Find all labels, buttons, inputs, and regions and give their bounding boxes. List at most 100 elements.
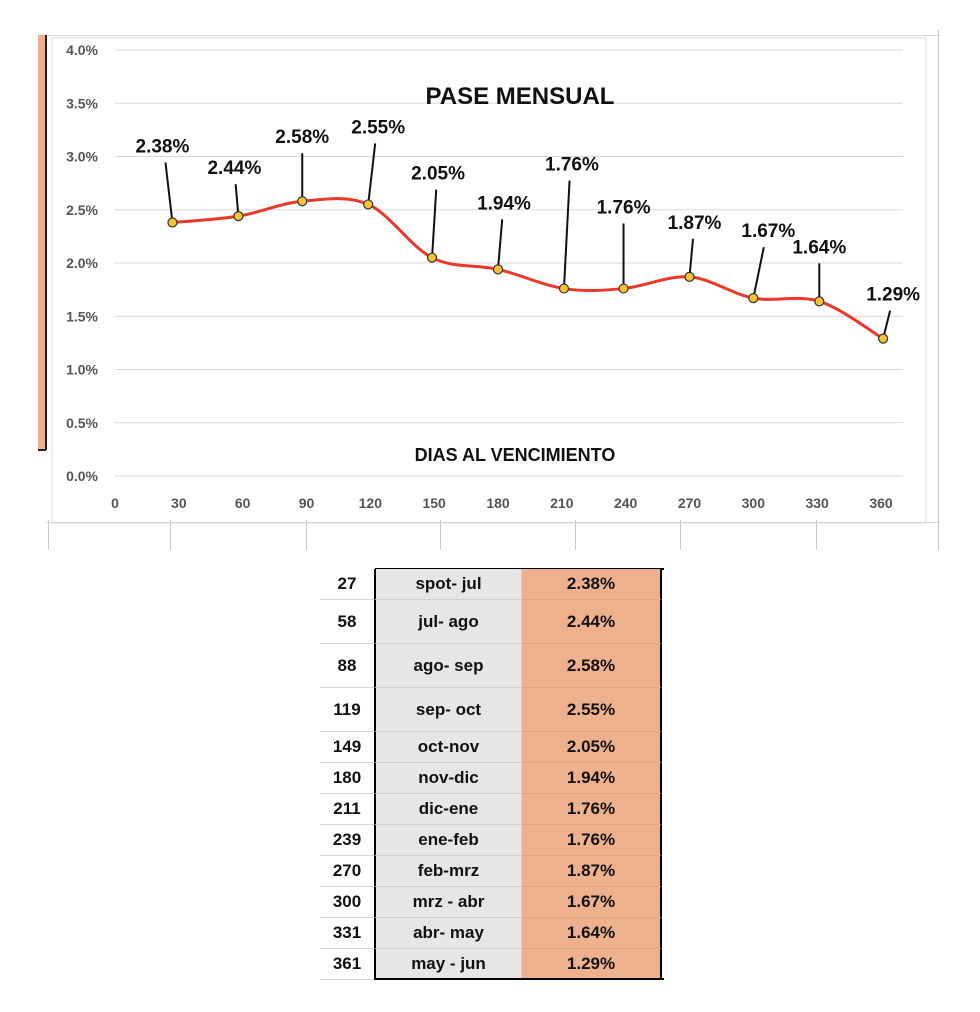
rate-cell: 1.67% <box>521 887 662 918</box>
y-tick-label: 3.0% <box>66 149 98 165</box>
x-tick-label: 150 <box>422 495 446 511</box>
x-tick-label: 270 <box>678 495 702 511</box>
data-label: 1.87% <box>668 213 722 234</box>
sheet-gridline <box>440 520 441 550</box>
data-point <box>748 293 759 304</box>
period-cell: abr- may <box>374 918 521 949</box>
leader-line <box>431 189 438 258</box>
rate-cell: 1.94% <box>521 763 662 794</box>
days-cell: 180 <box>320 763 374 794</box>
data-label-leaders <box>164 143 892 339</box>
data-label: 1.67% <box>741 221 795 242</box>
period-cell: ago- sep <box>374 644 521 688</box>
table-row: 270 feb-mrz 1.87% <box>320 856 664 887</box>
leader-line <box>562 180 571 289</box>
data-labels: 2.38% 2.44% 2.58% 2.55% 2.05% 1.94% 1.76% 1.76%… <box>136 117 921 305</box>
rate-cell: 1.64% <box>521 918 662 949</box>
y-axis-ticks: 0.0% 0.5% 1.0% 1.5% 2.0% 2.5% 3.0% 3.5% 4.0% <box>66 42 98 484</box>
period-cell: feb-mrz <box>374 856 521 887</box>
x-tick-label: 360 <box>869 495 893 511</box>
sheet-gridline <box>938 30 939 550</box>
y-tick-label: 3.5% <box>66 95 98 111</box>
series-line <box>172 197 884 340</box>
data-point <box>814 296 825 307</box>
sheet-gridline <box>306 520 307 550</box>
table-row: 300 mrz - abr 1.67% <box>320 887 664 918</box>
rate-cell: 2.05% <box>521 732 662 763</box>
sheet-gridline <box>48 520 49 550</box>
table-row: 331 abr- may 1.64% <box>320 918 664 949</box>
data-label: 2.38% <box>136 137 190 158</box>
leader-line <box>497 219 504 270</box>
data-point <box>684 271 695 282</box>
period-cell: jul- ago <box>374 600 521 644</box>
rate-cell: 2.55% <box>521 688 662 732</box>
chart-area: 0.0% 0.5% 1.0% 1.5% 2.0% 2.5% 3.0% 3.5% 4.0% 0 30… <box>38 30 940 550</box>
y-tick-label: 0.0% <box>66 468 98 484</box>
data-point <box>426 252 438 263</box>
data-label: 1.94% <box>477 193 531 214</box>
rates-table: 27 spot- jul 2.38% 58 jul- ago 2.44% 88 ago- se… <box>320 569 664 980</box>
days-cell: 270 <box>320 856 374 887</box>
data-point <box>878 333 889 344</box>
days-cell: 149 <box>320 732 374 763</box>
period-cell: oct-nov <box>374 732 521 763</box>
y-tick-label: 2.5% <box>66 202 98 218</box>
table-row: 27 spot- jul 2.38% <box>320 569 664 600</box>
leader-line <box>752 246 765 299</box>
x-tick-label: 300 <box>742 495 766 511</box>
x-tick-label: 60 <box>235 495 251 511</box>
days-cell: 58 <box>320 600 374 644</box>
data-label: 2.55% <box>351 117 405 138</box>
x-tick-label: 330 <box>805 495 829 511</box>
days-cell: 239 <box>320 825 374 856</box>
rate-cell: 1.76% <box>521 794 662 825</box>
x-tick-label: 210 <box>550 495 574 511</box>
x-tick-label: 120 <box>359 495 383 511</box>
sheet-left-band <box>38 35 46 450</box>
data-point <box>618 283 629 294</box>
x-tick-label: 0 <box>111 495 119 511</box>
rate-cell: 1.76% <box>521 825 662 856</box>
data-point <box>363 199 374 210</box>
period-cell: sep- oct <box>374 688 521 732</box>
table-row: 58 jul- ago 2.44% <box>320 600 664 644</box>
data-label: 2.05% <box>411 164 465 185</box>
data-label: 1.76% <box>545 155 599 176</box>
days-cell: 119 <box>320 688 374 732</box>
table-row: 88 ago- sep 2.58% <box>320 644 664 688</box>
sheet-gridline <box>46 35 940 36</box>
period-cell: ene-feb <box>374 825 521 856</box>
period-cell: nov-dic <box>374 763 521 794</box>
table-row: 211 dic-ene 1.76% <box>320 794 664 825</box>
data-points <box>167 196 889 344</box>
leader-line <box>367 143 377 205</box>
sheet-gridline <box>816 520 817 550</box>
sheet-gridline <box>680 520 681 550</box>
table-row: 180 nov-dic 1.94% <box>320 763 664 794</box>
data-point <box>297 196 308 207</box>
gridlines <box>51 37 927 524</box>
y-tick-label: 4.0% <box>66 42 98 58</box>
x-tick-label: 90 <box>299 495 315 511</box>
data-point <box>492 264 504 275</box>
y-tick-label: 1.5% <box>66 308 98 324</box>
x-axis-label: DIAS AL VENCIMIENTO <box>415 445 616 465</box>
data-point <box>558 283 570 294</box>
days-cell: 331 <box>320 918 374 949</box>
period-cell: spot- jul <box>374 569 521 600</box>
rate-cell: 2.44% <box>521 600 662 644</box>
rate-cell: 1.87% <box>521 856 662 887</box>
sheet-gridline <box>170 520 171 550</box>
data-label: 1.29% <box>866 285 920 306</box>
rate-cell: 1.29% <box>521 949 662 980</box>
y-tick-label: 0.5% <box>66 415 98 431</box>
table-row: 119 sep- oct 2.55% <box>320 688 664 732</box>
x-tick-label: 30 <box>171 495 187 511</box>
x-tick-label: 180 <box>486 495 510 511</box>
rate-cell: 2.58% <box>521 644 662 688</box>
days-cell: 211 <box>320 794 374 825</box>
line-chart: 0.0% 0.5% 1.0% 1.5% 2.0% 2.5% 3.0% 3.5% 4.0% 0 30… <box>38 35 927 524</box>
leader-line <box>234 184 240 217</box>
y-tick-label: 1.0% <box>66 362 98 378</box>
